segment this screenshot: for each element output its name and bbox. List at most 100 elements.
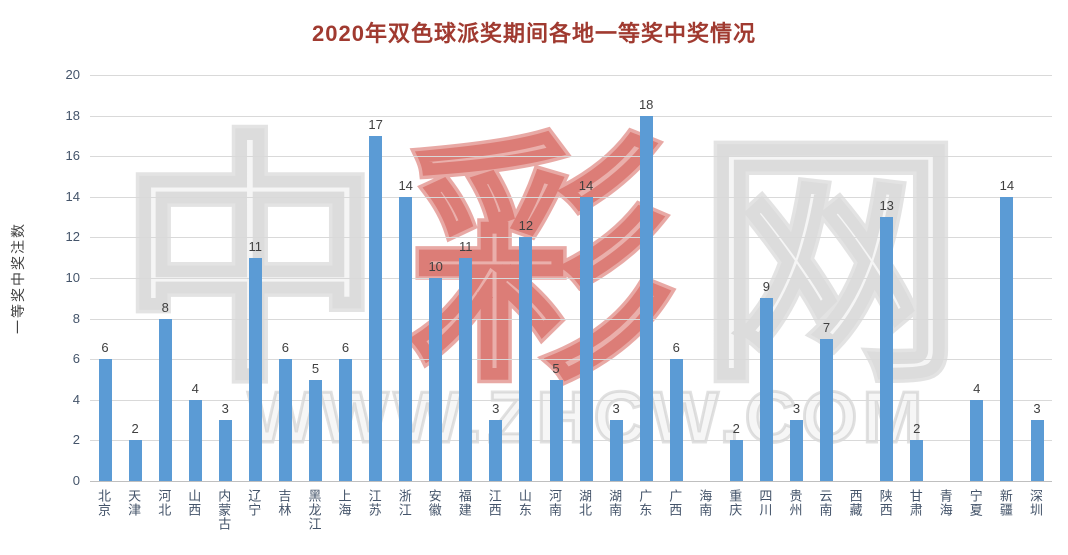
x-axis-label: 云南	[817, 489, 833, 517]
gridline	[90, 75, 1052, 76]
gridline	[90, 319, 1052, 320]
x-axis-label: 湖南	[607, 489, 623, 517]
x-axis-line	[90, 481, 1052, 482]
bar	[459, 257, 473, 481]
x-axis-label: 辽宁	[246, 489, 262, 517]
bar-value-label: 14	[578, 177, 594, 193]
bar-value-label: 3	[792, 401, 801, 417]
bar-value-label: 6	[281, 340, 289, 356]
bar-value-label: 14	[398, 177, 413, 193]
x-axis-label: 山东	[516, 489, 532, 517]
bar	[729, 440, 743, 481]
x-axis-label: 湖北	[577, 489, 592, 517]
bar	[278, 359, 292, 481]
x-axis-label: 天津	[126, 489, 142, 517]
bar-value-label: 2	[131, 421, 139, 437]
bar-value-label: 6	[101, 340, 109, 356]
bar-value-label: 5	[311, 360, 320, 376]
x-axis-label: 黑龙江	[306, 489, 322, 531]
x-axis-label: 福建	[456, 489, 472, 517]
x-axis-label: 海南	[697, 489, 713, 517]
bar	[128, 440, 142, 481]
x-axis-label: 上海	[336, 489, 352, 517]
gridline	[90, 197, 1052, 198]
bar-value-label: 4	[191, 380, 199, 396]
bar-value-label: 18	[638, 96, 654, 112]
bar	[429, 278, 443, 481]
y-axis-tick-label: 6	[72, 351, 80, 366]
bar	[579, 196, 593, 481]
bar	[790, 420, 803, 481]
bar-value-label: 11	[248, 238, 263, 254]
x-axis-label: 甘肃	[907, 489, 923, 517]
gridline	[90, 400, 1052, 401]
gridline	[90, 278, 1052, 279]
bar-value-label: 2	[732, 421, 740, 437]
chart-title: 2020年双色球派奖期间各地一等奖中奖情况	[312, 21, 756, 46]
gridline	[90, 116, 1052, 117]
x-axis-label: 四川	[757, 489, 773, 517]
x-axis-label: 西藏	[847, 489, 863, 517]
x-axis-label: 安徽	[426, 489, 442, 517]
x-axis-label: 北京	[96, 489, 111, 517]
x-axis-label: 江苏	[366, 489, 382, 517]
bar-value-label: 11	[459, 238, 473, 254]
bar-value-label: 6	[672, 340, 680, 356]
bar	[669, 359, 683, 481]
gridline	[90, 156, 1052, 157]
y-axis-tick-label: 4	[72, 392, 80, 407]
bar-value-label: 3	[1033, 401, 1041, 417]
bar	[248, 257, 262, 481]
bar	[339, 359, 352, 481]
gridline	[90, 359, 1052, 360]
bar-value-label: 3	[492, 401, 500, 417]
bar	[820, 338, 833, 481]
x-axis-label: 广西	[667, 489, 683, 517]
bar	[489, 420, 503, 481]
bar	[1030, 420, 1044, 481]
y-axis-tick-label: 20	[65, 67, 80, 82]
x-axis-label: 深圳	[1028, 489, 1043, 517]
bar-value-label: 13	[879, 198, 894, 214]
bar	[759, 298, 773, 481]
bar-value-label: 6	[341, 340, 350, 356]
bar-value-label: 10	[428, 259, 443, 274]
bar	[309, 379, 322, 481]
bar	[1000, 196, 1014, 481]
x-axis-label: 山西	[186, 489, 202, 517]
x-axis-label: 河南	[547, 489, 562, 517]
bar-value-label: 3	[221, 401, 229, 417]
bar	[218, 420, 232, 481]
x-axis-label: 内蒙古	[216, 489, 232, 531]
bar-value-label: 2	[913, 421, 921, 437]
x-axis-label: 吉林	[276, 489, 292, 517]
bar	[639, 115, 653, 481]
bar	[549, 379, 563, 481]
y-axis-tick-label: 14	[65, 189, 80, 204]
bar-value-label: 17	[368, 116, 383, 132]
x-axis-label: 重庆	[727, 489, 743, 517]
y-axis-tick-label: 8	[72, 311, 80, 326]
x-axis-label: 陕西	[877, 489, 893, 517]
x-axis-label: 河北	[156, 489, 172, 517]
bar	[188, 399, 202, 481]
bar	[158, 318, 172, 481]
bar-value-label: 9	[762, 279, 770, 295]
y-axis-tick-label: 12	[65, 229, 80, 244]
y-axis-tick-label: 10	[65, 270, 80, 285]
bar-value-label: 12	[518, 218, 534, 234]
gridline	[90, 237, 1052, 238]
bar-value-label: 7	[822, 319, 831, 335]
y-axis-tick-label: 0	[72, 473, 80, 488]
x-axis-label: 浙江	[396, 489, 412, 517]
y-axis-tick-label: 2	[72, 432, 80, 447]
x-axis-label: 贵州	[787, 489, 803, 517]
bar	[399, 196, 413, 481]
bar	[910, 440, 924, 481]
x-axis-label: 宁夏	[967, 489, 983, 517]
bar-value-label: 3	[612, 401, 620, 417]
bar	[519, 237, 533, 481]
bar-value-label: 4	[973, 380, 981, 396]
bar	[880, 217, 894, 481]
